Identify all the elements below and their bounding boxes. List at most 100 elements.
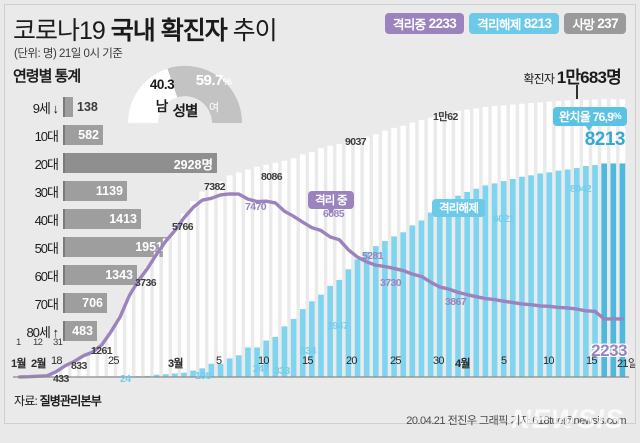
released-bar xyxy=(108,376,114,377)
badge-released: 격리해제 8213 xyxy=(469,13,560,34)
released-bar xyxy=(153,374,160,377)
released-bar xyxy=(135,376,142,377)
age-bar: 1139 xyxy=(65,181,127,201)
data-point-label: 1947 xyxy=(327,320,349,332)
total-bar xyxy=(555,101,562,377)
callout-released-label: 격리해제 xyxy=(439,203,479,215)
x-axis: 1 12 31 1월 2월 18 25 3월 5 10 15 20 25 30 4월 5 10 15 21일 xyxy=(5,337,636,375)
age-bar-wrap: 706 xyxy=(63,293,241,313)
gender-donut-chart: 40.3 남 59.7% 여 성별 xyxy=(126,63,244,125)
age-value: 1951 xyxy=(135,240,163,254)
total-bar xyxy=(254,166,260,377)
x-axis-tick: 25 xyxy=(108,355,120,367)
total-bar xyxy=(400,125,407,377)
x-axis-tick: 20 xyxy=(346,355,358,367)
age-row: 9세 ↓ 138 xyxy=(11,93,241,121)
age-bar-wrap: 138 xyxy=(63,97,241,117)
infographic-panel: 코로나19 국내 확진자 추이 (단위: 명) 21일 0시 기준 격리중 22… xyxy=(4,4,636,424)
gender-female-percent-value: 59.7 xyxy=(195,72,224,89)
released-bar xyxy=(537,173,544,377)
data-point-label: 6021 xyxy=(493,213,515,225)
age-row: 10대 582 xyxy=(11,121,241,149)
age-bar: 1343 xyxy=(65,265,137,285)
cure-rate-label: 완치율 xyxy=(559,110,591,124)
total-bar xyxy=(35,376,41,377)
total-confirmed-label: 확진자 xyxy=(523,72,555,86)
age-value: 1139 xyxy=(95,184,123,198)
data-point-label: 3736 xyxy=(135,277,157,289)
age-section-heading: 연령별 통계 xyxy=(13,68,81,85)
x-axis-minor-tick: 12 xyxy=(33,337,43,348)
total-bar xyxy=(528,103,534,377)
cure-rate-mark: % xyxy=(613,111,621,122)
x-axis-tick: 4월 xyxy=(455,358,471,370)
badge-deaths-value: 237 xyxy=(597,16,618,31)
x-axis-tick: 30 xyxy=(433,355,445,367)
age-row: 80세 ↑ 483 xyxy=(11,317,241,345)
total-bar xyxy=(290,158,297,377)
total-bar xyxy=(336,144,343,377)
cure-rate-badge: 완치율 76,9% xyxy=(553,107,627,131)
gender-donut-svg xyxy=(127,65,243,123)
x-axis-tick: 21일 xyxy=(617,358,636,370)
total-bar xyxy=(500,105,507,378)
x-axis-tick: 15 xyxy=(302,355,314,367)
gender-center-label: 성별 xyxy=(172,104,199,120)
released-bar xyxy=(500,181,507,377)
total-bar xyxy=(281,160,288,377)
data-point-label: 3867 xyxy=(445,296,467,308)
released-bar xyxy=(564,169,571,377)
total-bar xyxy=(491,106,498,377)
total-bar xyxy=(272,162,279,377)
total-bar xyxy=(509,104,516,378)
x-axis-minor-tick: 1 xyxy=(16,337,21,348)
x-axis-tick: 25 xyxy=(390,355,402,367)
title-part-1: 코로나19 xyxy=(13,17,106,45)
age-row: 60대 1343 xyxy=(11,261,241,289)
total-pointer-tick xyxy=(576,85,578,99)
total-bar xyxy=(537,102,544,377)
data-point-label: 833 xyxy=(71,360,87,372)
data-point-label: 5281 xyxy=(362,250,384,262)
gender-female-percent-mark: % xyxy=(222,77,232,88)
age-bar-wrap: 2928명 xyxy=(63,153,241,173)
gender-female-label: 여 xyxy=(208,102,220,114)
total-bar xyxy=(354,139,361,377)
age-bar-wrap: 1413 xyxy=(63,209,241,229)
total-bar xyxy=(573,100,580,378)
total-bar xyxy=(391,127,397,377)
age-bar: 2928명 xyxy=(65,153,217,173)
badge-isolated-label: 격리중 xyxy=(392,18,426,32)
credit-line: 20.04.21 전진우 그래픽 기자 618tue@newsis.com xyxy=(406,415,626,427)
total-bar xyxy=(309,152,315,377)
age-value: 483 xyxy=(72,324,93,338)
total-bar xyxy=(436,115,443,377)
released-bar xyxy=(509,178,516,377)
age-row: 70대 706 xyxy=(11,289,241,317)
total-bar xyxy=(345,142,352,377)
badge-released-value: 8213 xyxy=(523,16,552,31)
callout-released: 격리해제 xyxy=(432,199,486,217)
age-bar: 582 xyxy=(65,125,103,145)
total-bar xyxy=(564,100,571,378)
badge-released-label: 격리해제 xyxy=(477,18,521,32)
newsis-watermark: NEWSIS xyxy=(511,404,624,434)
total-bar xyxy=(318,148,324,377)
isolated-final-value: 2233 xyxy=(591,341,627,360)
total-bar xyxy=(299,154,306,377)
age-value: 1413 xyxy=(109,212,137,226)
cure-badge-tail xyxy=(585,125,594,131)
age-value: 138 xyxy=(77,100,98,114)
age-bar: 706 xyxy=(65,293,107,313)
age-value: 1343 xyxy=(105,268,133,282)
x-axis-tick: 2월 xyxy=(31,358,47,370)
released-bar xyxy=(144,375,151,377)
age-label: 50대 xyxy=(34,240,59,256)
title-part-2: 국내 확진자 xyxy=(104,17,228,45)
callout-isolated-label: 격리 중 xyxy=(315,195,348,207)
age-bar xyxy=(65,97,73,117)
data-point-label: 108 xyxy=(195,370,211,382)
released-bar xyxy=(528,175,534,377)
page-title: 코로나19 국내 확진자 추이 xyxy=(13,11,278,47)
